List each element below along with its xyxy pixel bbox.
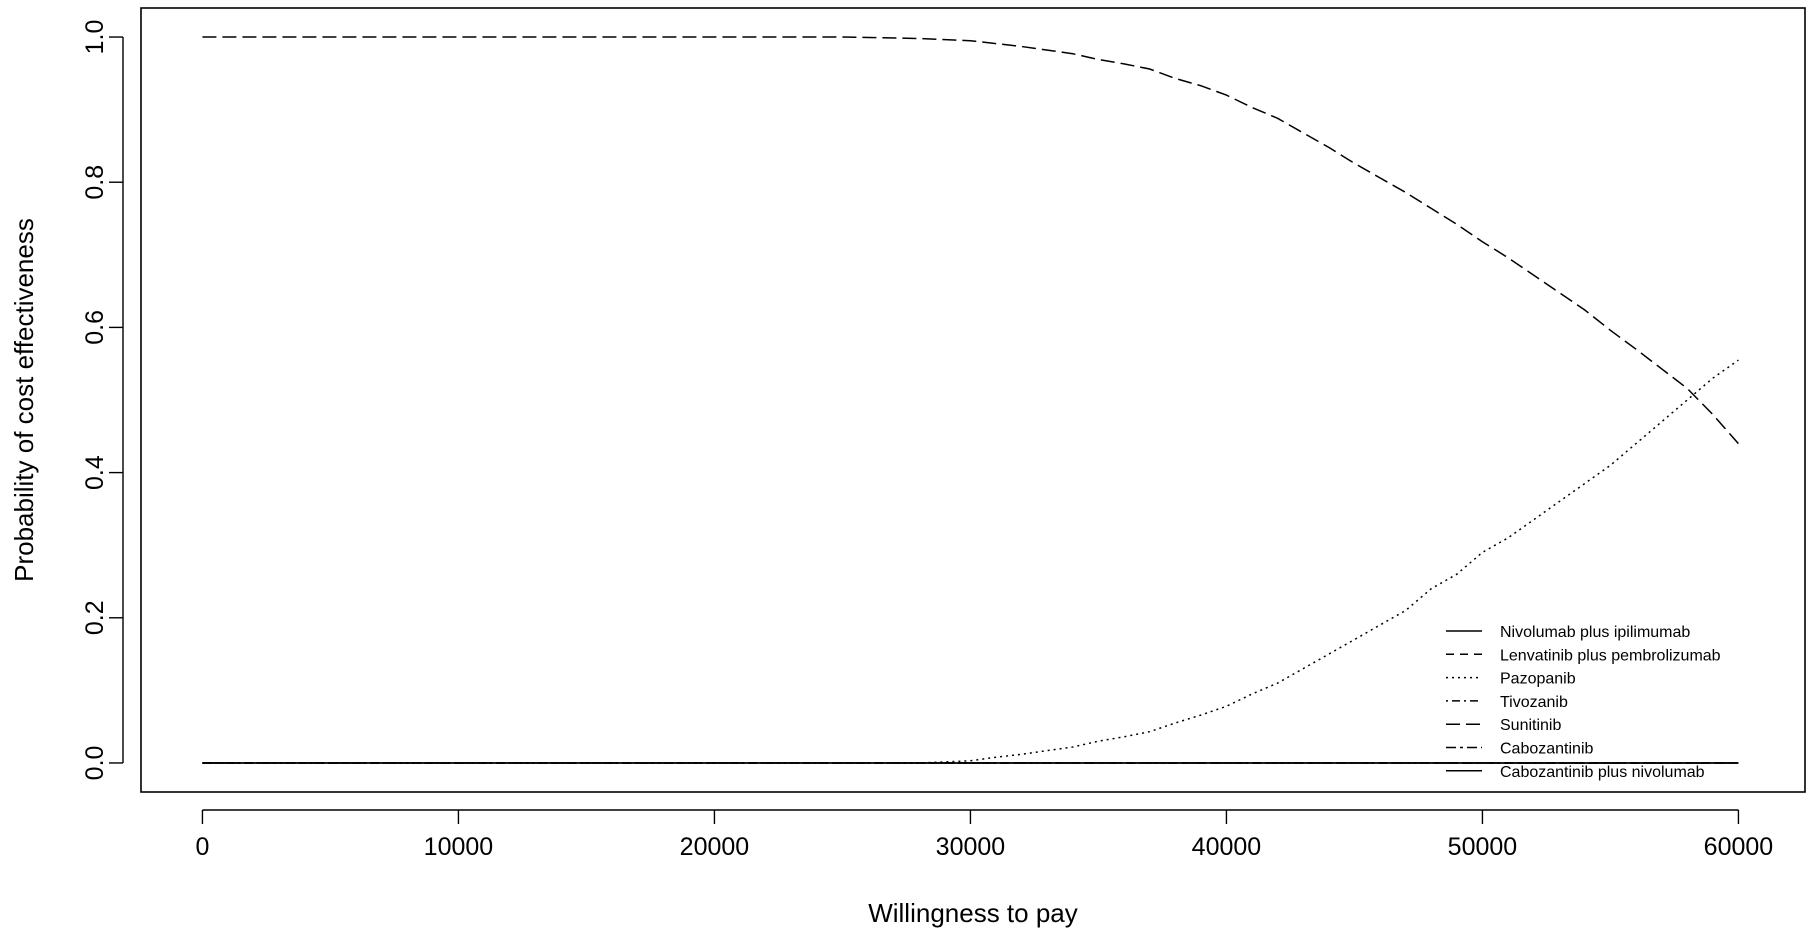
y-tick-label: 0.0	[81, 746, 109, 781]
series-line-sunitinib	[202, 36, 1739, 445]
legend-label-cabozantinib-plus-nivolumab: Cabozantinib plus nivolumab	[1500, 764, 1705, 781]
y-tick-label: 0.4	[81, 455, 109, 490]
x-tick-label: 40000	[1192, 833, 1262, 861]
legend: Nivolumab plus ipilimumab Lenvatinib plus…	[1446, 624, 1721, 781]
y-axis-title: Probability of cost effectiveness	[9, 218, 39, 582]
legend-label-nivolumab-plus-ipilimumab: Nivolumab plus ipilimumab	[1500, 624, 1690, 641]
x-axis: 0 10000 20000 30000 40000 50000 60000	[195, 809, 1774, 861]
y-tick-label: 0.2	[81, 600, 109, 635]
x-tick-label: 0	[195, 833, 209, 861]
legend-label-sunitinib: Sunitinib	[1500, 717, 1561, 734]
legend-label-pazopanib: Pazopanib	[1500, 671, 1576, 688]
y-tick-label: 0.6	[81, 310, 109, 345]
legend-label-tivozanib: Tivozanib	[1500, 694, 1568, 711]
plot-frame	[140, 7, 1806, 793]
y-axis: 0.0 0.2 0.4 0.6 0.8 1.0	[81, 20, 124, 781]
x-tick-label: 20000	[680, 833, 750, 861]
x-tick-label: 60000	[1704, 833, 1774, 861]
series-layer	[202, 36, 1739, 764]
y-tick-label: 1.0	[81, 20, 109, 55]
x-tick-label: 10000	[424, 833, 494, 861]
x-axis-title: Willingness to pay	[868, 898, 1078, 928]
y-tick-label: 0.8	[81, 165, 109, 200]
legend-label-lenvatinib-plus-pembrolizumab: Lenvatinib plus pembrolizumab	[1500, 647, 1721, 664]
x-tick-label: 50000	[1448, 833, 1518, 861]
x-tick-label: 30000	[936, 833, 1006, 861]
legend-label-cabozantinib: Cabozantinib	[1500, 741, 1594, 758]
